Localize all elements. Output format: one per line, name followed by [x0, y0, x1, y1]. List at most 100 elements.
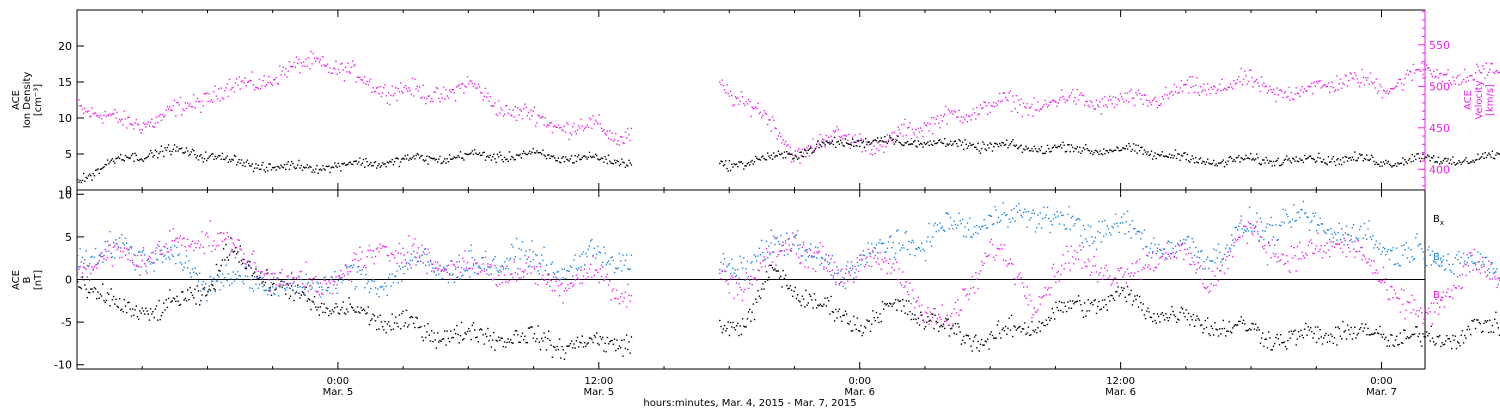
bx-point [572, 347, 574, 349]
density-point [851, 138, 854, 140]
density-point [1465, 157, 1467, 159]
by-point [804, 250, 806, 252]
density-point [563, 161, 566, 163]
by-point [78, 266, 80, 268]
velocity-point [117, 121, 120, 123]
velocity-point [1423, 63, 1425, 65]
by-point [86, 264, 88, 267]
density-point [320, 169, 323, 171]
density-point [616, 159, 618, 162]
velocity-point [585, 126, 587, 128]
velocity-point [144, 123, 146, 125]
bx-point [728, 334, 731, 337]
bx-point [1154, 319, 1156, 322]
velocity-point [808, 155, 811, 157]
by-point [928, 222, 930, 225]
by-point [920, 250, 922, 252]
bx-point [476, 336, 478, 338]
density-point [1454, 164, 1456, 166]
bx-point [1016, 327, 1019, 330]
by-point [575, 267, 578, 270]
velocity-point [1012, 95, 1014, 97]
density-point [1440, 161, 1442, 163]
velocity-point [496, 114, 499, 117]
density-point [178, 148, 180, 150]
density-point [1470, 161, 1472, 163]
density-point [1297, 160, 1300, 163]
velocity-point [1276, 87, 1278, 89]
velocity-point [384, 84, 386, 86]
bx-point [1042, 322, 1044, 324]
bx-point [1061, 301, 1063, 304]
density-point [256, 167, 258, 169]
density-point [103, 166, 105, 168]
bx-point [981, 338, 983, 341]
by-point [1455, 254, 1458, 256]
bx-point [867, 320, 869, 322]
by-point [96, 263, 98, 266]
density-point [978, 150, 980, 152]
density-point [774, 156, 776, 158]
density-point [952, 143, 954, 145]
velocity-point [256, 87, 258, 89]
by-point [1185, 239, 1187, 241]
density-point [811, 152, 813, 154]
velocity-point [573, 122, 575, 125]
by-point [558, 279, 561, 281]
bx-point [947, 318, 949, 320]
by-point [391, 273, 393, 275]
by-point [1458, 251, 1460, 253]
by-point [1010, 209, 1013, 211]
bx-point [292, 289, 294, 291]
by-point [104, 240, 106, 243]
density-point [1366, 154, 1368, 156]
bx-point [1345, 338, 1348, 340]
velocity-point [741, 96, 744, 98]
bx-point [1299, 335, 1301, 338]
velocity-point [1264, 86, 1266, 88]
bx-point [421, 336, 423, 338]
by-point [109, 230, 111, 233]
by-point [816, 257, 818, 259]
velocity-point [454, 100, 457, 102]
velocity-point [933, 117, 935, 119]
velocity-point [1051, 99, 1053, 102]
bx-point [481, 329, 483, 331]
by-point [469, 276, 471, 278]
velocity-point [1312, 92, 1314, 95]
velocity-point [1156, 106, 1159, 109]
bx-point [1013, 325, 1015, 327]
bx-point [1087, 299, 1089, 301]
by-point [167, 256, 170, 258]
velocity-point [96, 115, 98, 117]
bx-point [1034, 329, 1037, 331]
velocity-point [842, 138, 844, 140]
velocity-point [178, 104, 180, 106]
bx-point [1134, 295, 1136, 297]
velocity-point [457, 85, 459, 87]
bx-point [147, 313, 149, 315]
density-point [569, 158, 572, 160]
bx-point [472, 322, 475, 324]
by-point [604, 252, 606, 254]
density-point [102, 167, 104, 169]
by-point [365, 273, 367, 276]
bx-point [330, 313, 332, 315]
velocity-point [1368, 83, 1370, 85]
bx-point [154, 308, 157, 310]
bx-point [426, 331, 428, 333]
density-point [276, 165, 279, 168]
by-point [152, 262, 154, 264]
by-point [793, 235, 795, 238]
by-point [521, 241, 524, 243]
velocity-point [230, 89, 232, 91]
density-point [1152, 158, 1154, 160]
by-point [969, 217, 971, 219]
bx-point [316, 309, 318, 311]
velocity-point [109, 113, 111, 115]
by-point [1449, 269, 1452, 271]
by-point [97, 262, 99, 264]
density-point [1330, 161, 1332, 163]
bx-point [378, 328, 380, 330]
bx-point [552, 345, 555, 348]
